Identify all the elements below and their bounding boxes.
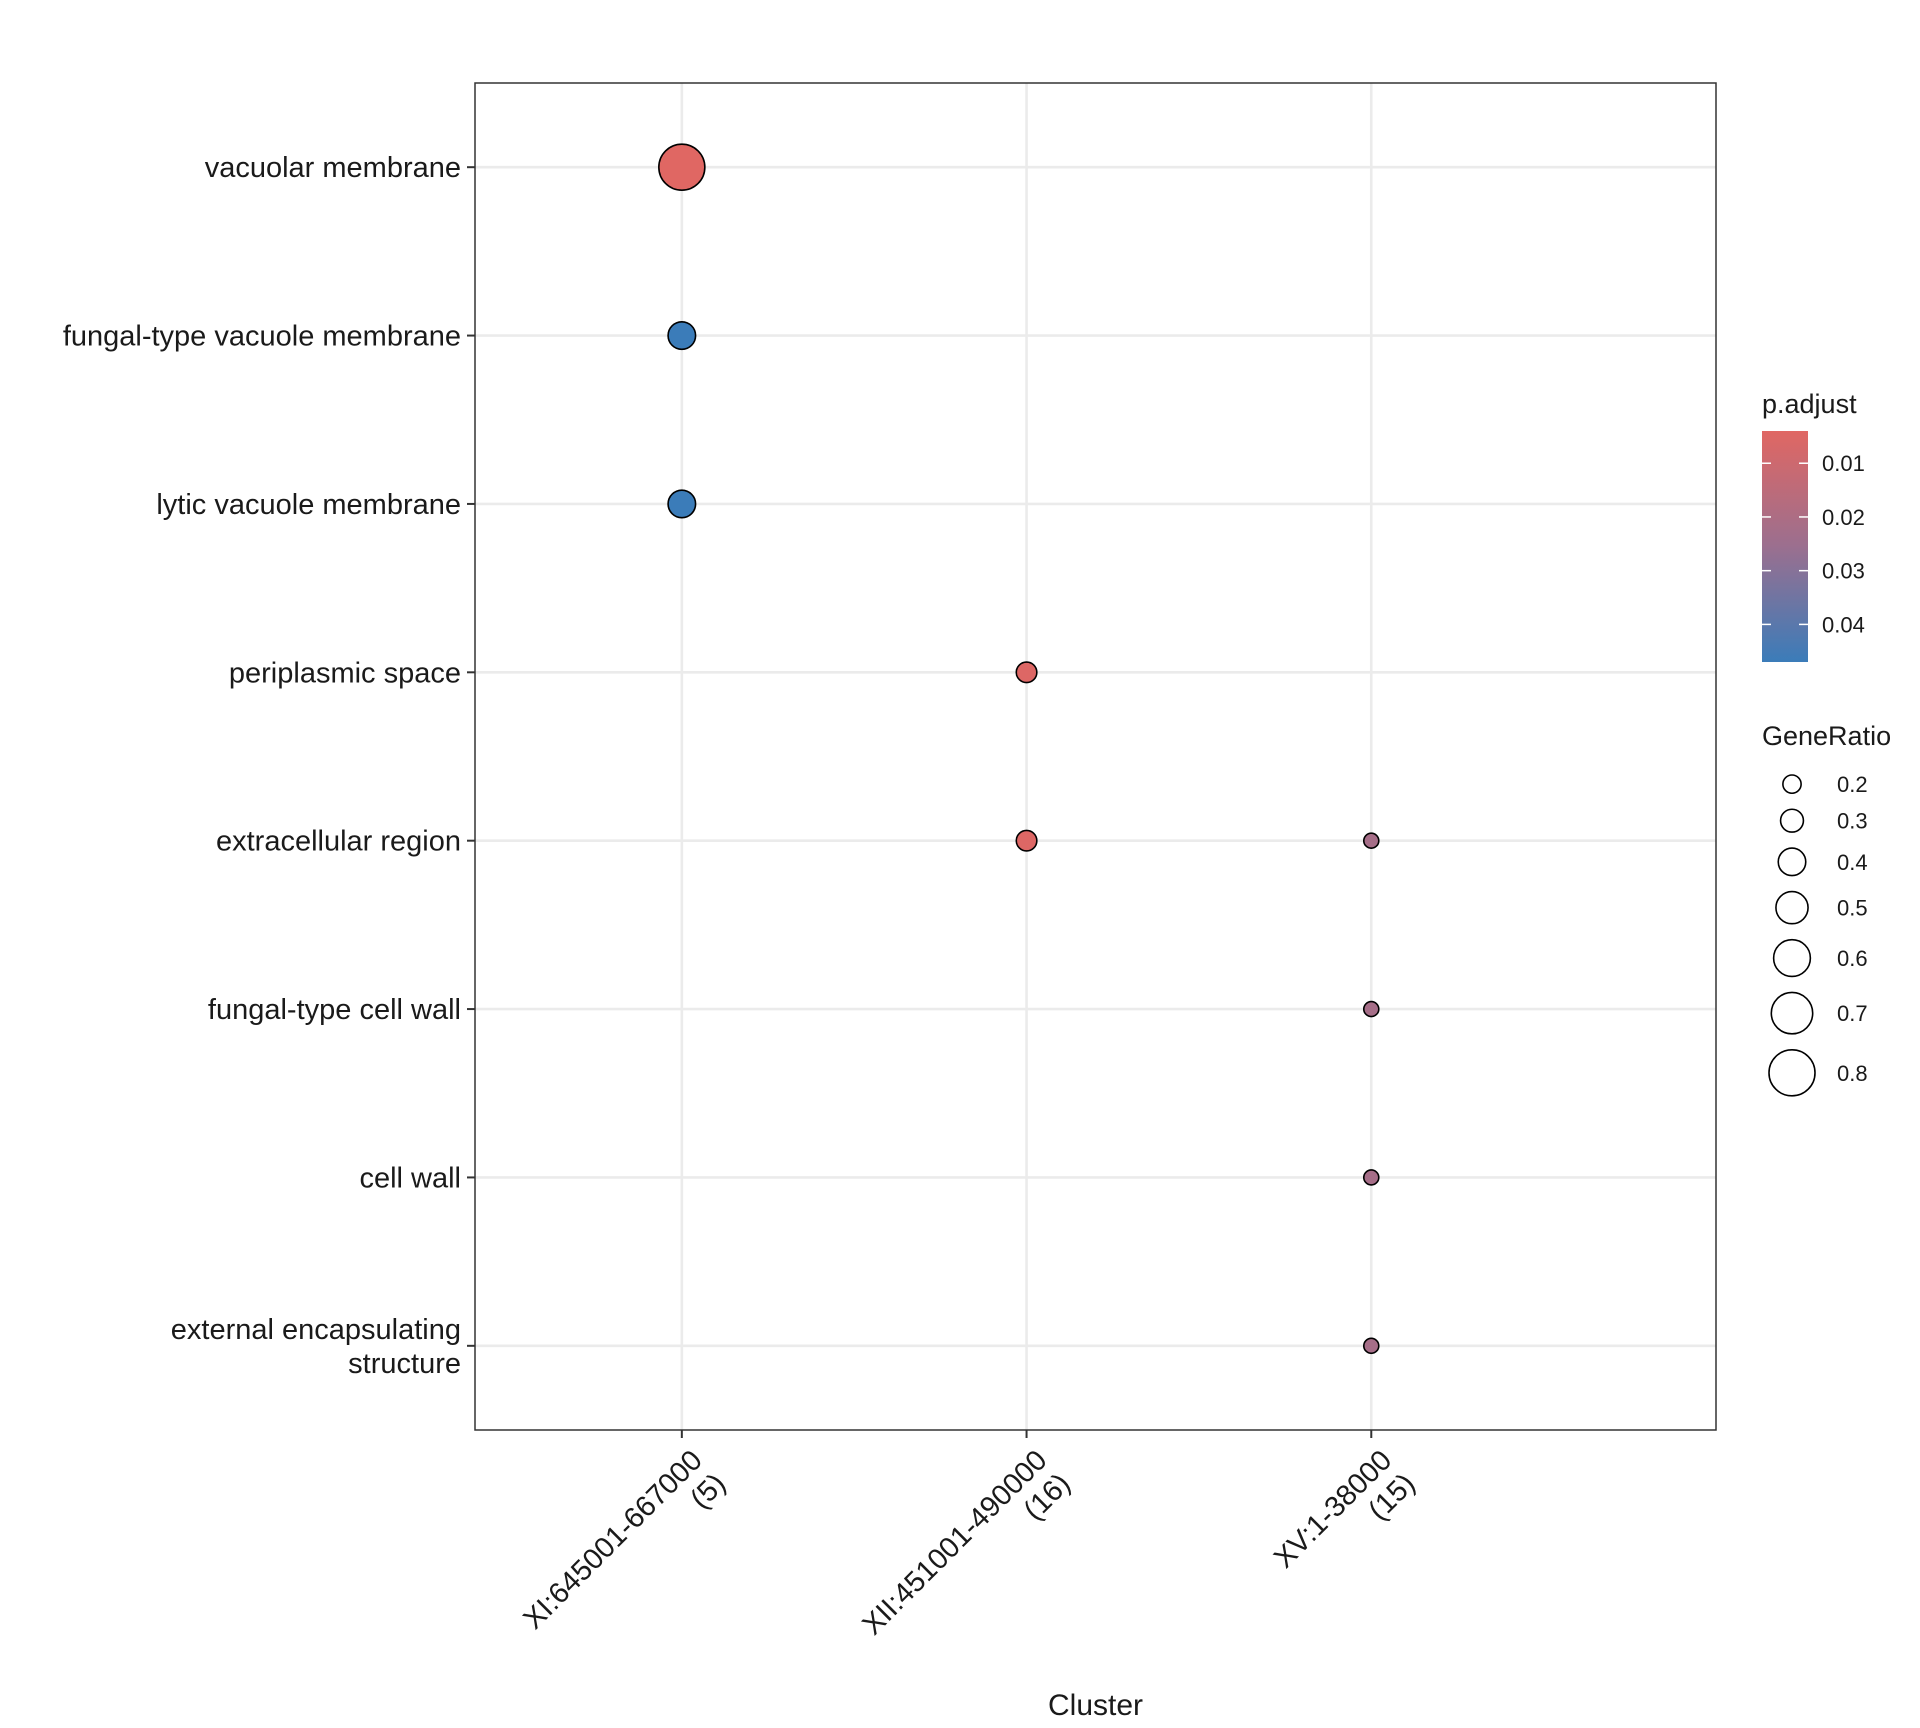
- color-bar-label: 0.04: [1822, 612, 1865, 637]
- y-tick-label: extracellular region: [216, 826, 461, 858]
- y-tick-label: lytic vacuole membrane: [156, 489, 461, 521]
- size-legend-circle: [1779, 808, 1805, 833]
- size-legend-circle: [1772, 938, 1812, 978]
- size-legend-keys: 0.2 0.3 0.4 0.5 0.6 0.7 0.8: [1768, 772, 1868, 1097]
- size-legend-title: GeneRatio: [1762, 721, 1891, 751]
- data-point: [667, 489, 697, 519]
- color-legend: p.adjust 0.01 0.02 0.03 0.04: [1762, 389, 1865, 662]
- size-legend-circle: [1768, 1049, 1816, 1097]
- color-bar-label: 0.01: [1822, 451, 1865, 476]
- size-legend-circle: [1770, 991, 1814, 1035]
- y-tick-label: fungal-type cell wall: [208, 994, 461, 1026]
- size-legend: GeneRatio 0.2 0.3 0.4 0.5 0.6 0.7 0.8: [1762, 721, 1891, 1097]
- color-bar-ticks: 0.01 0.02 0.03 0.04: [1762, 451, 1865, 637]
- size-legend-label: 0.8: [1837, 1061, 1868, 1086]
- x-axis-title: Cluster: [1048, 1689, 1143, 1722]
- size-legend-circle: [1782, 774, 1802, 795]
- data-point: [1362, 1169, 1380, 1186]
- data-point: [1362, 1000, 1380, 1018]
- size-legend-label: 0.7: [1837, 1001, 1868, 1026]
- size-legend-label: 0.4: [1837, 850, 1868, 875]
- data-point: [658, 143, 706, 191]
- y-tick-label: fungal-type vacuole membrane: [63, 321, 461, 353]
- data-point: [1362, 1337, 1380, 1355]
- y-tick-label: cell wall: [359, 1162, 461, 1194]
- size-legend-label: 0.6: [1837, 946, 1868, 971]
- size-legend-label: 0.3: [1837, 809, 1868, 834]
- color-bar: [1762, 431, 1808, 662]
- size-legend-circle: [1775, 890, 1809, 925]
- data-point: [1362, 832, 1380, 849]
- color-legend-title: p.adjust: [1762, 389, 1857, 419]
- color-bar-label: 0.02: [1822, 505, 1865, 530]
- data-point: [667, 321, 697, 351]
- data-point: [1015, 661, 1038, 684]
- size-legend-circle: [1777, 847, 1807, 877]
- y-axis: vacuolar membrane fungal-type vacuole mem…: [63, 152, 475, 1380]
- size-legend-label: 0.5: [1837, 896, 1868, 921]
- data-points: [658, 143, 1380, 1355]
- panel-border: [474, 82, 1717, 1431]
- color-bar-label: 0.03: [1822, 559, 1865, 584]
- data-point: [1015, 829, 1038, 852]
- y-tick-label: external encapsulating structure: [171, 1314, 461, 1380]
- y-tick-label: vacuolar membrane: [205, 152, 461, 184]
- y-tick-label: periplasmic space: [229, 657, 461, 689]
- size-legend-label: 0.2: [1837, 772, 1868, 797]
